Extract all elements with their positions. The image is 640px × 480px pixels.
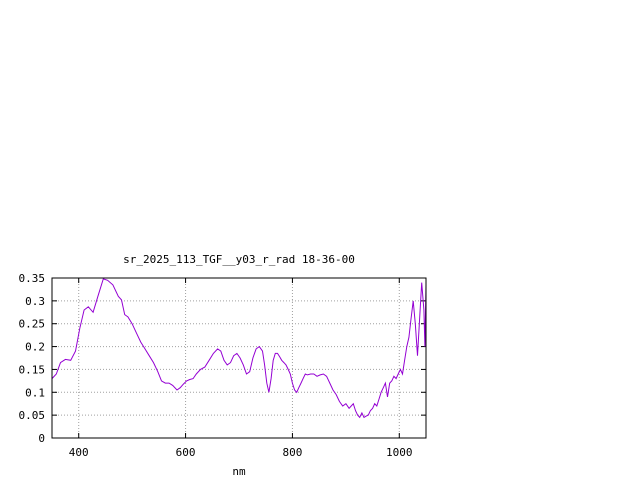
x-tick-label: 600 xyxy=(176,446,196,459)
series-layer xyxy=(51,278,427,419)
y-tick-label: 0.1 xyxy=(25,386,45,399)
y-tick-label: 0.25 xyxy=(19,318,46,331)
y-tick-label: 0 xyxy=(38,432,45,445)
x-tick-label: 400 xyxy=(69,446,89,459)
series-line xyxy=(51,278,427,419)
y-tick-label: 0.05 xyxy=(19,409,46,422)
grid-lines xyxy=(52,278,426,438)
x-tick-labels: 400 600 800 1000 xyxy=(69,446,413,459)
x-tick-label: 1000 xyxy=(386,446,413,459)
y-tick-label: 0.35 xyxy=(19,272,46,285)
chart-title: sr_2025_113_TGF__y03_r_rad 18-36-00 xyxy=(123,253,355,266)
y-tick-label: 0.2 xyxy=(25,341,45,354)
y-tick-labels: 0 0.05 0.1 0.15 0.2 0.25 0.3 0.35 xyxy=(19,272,46,445)
y-tick-label: 0.15 xyxy=(19,363,46,376)
x-axis-label: nm xyxy=(232,465,246,478)
plot-frame xyxy=(51,277,427,439)
y-tick-label: 0.3 xyxy=(25,295,45,308)
x-tick-label: 800 xyxy=(282,446,302,459)
axis-ticks xyxy=(52,277,426,439)
